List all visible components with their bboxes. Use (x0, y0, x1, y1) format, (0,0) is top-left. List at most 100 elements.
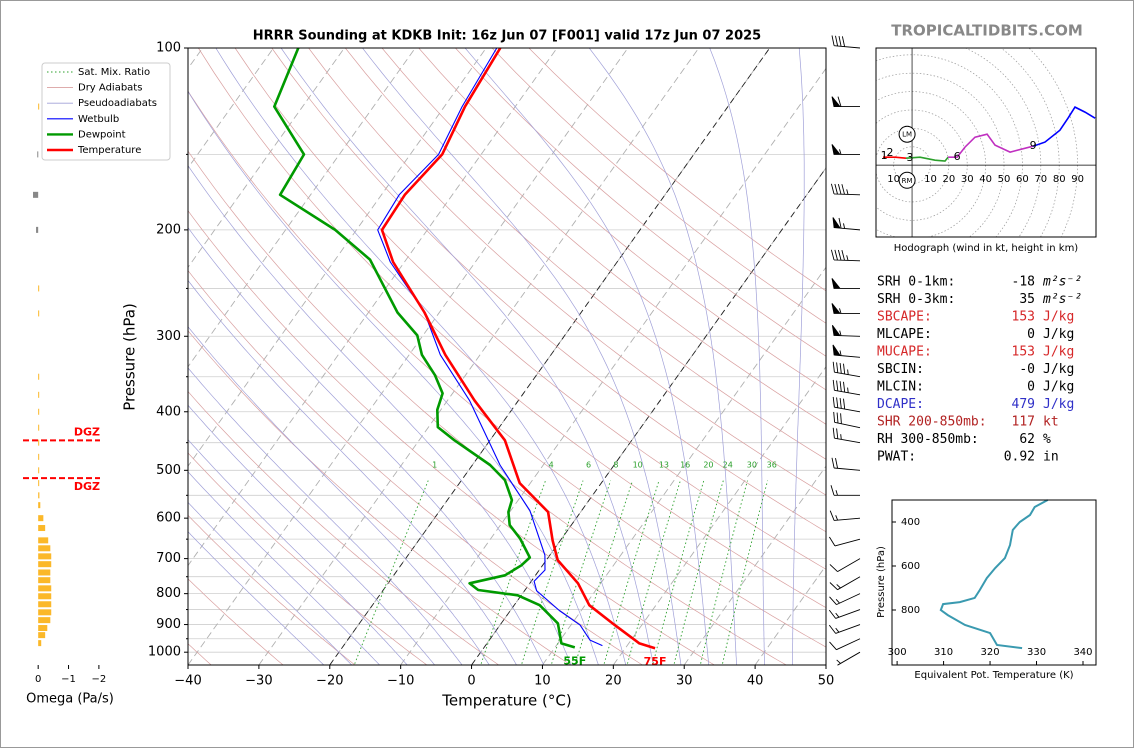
legend-box (41, 62, 171, 161)
y-tick-label: 600 (156, 511, 181, 526)
wind-barb (833, 411, 861, 429)
wind-barb (831, 303, 861, 314)
storm-motion-marker (898, 171, 916, 189)
omega-bar (38, 391, 40, 398)
parameter-unit: J/kg (1043, 380, 1074, 395)
wind-barb (832, 379, 861, 396)
pseudoadiabat (188, 531, 325, 665)
wind-barb (829, 638, 861, 651)
x-tick-label: 10 (534, 674, 551, 689)
highlight-isotherm (329, 48, 771, 665)
omega-bar (38, 515, 44, 522)
omega-bar (38, 373, 40, 380)
hodograph-trace (1032, 106, 1096, 147)
pseudoadiabat (792, 48, 805, 665)
parameter-value: -18 (1012, 275, 1035, 290)
mixing-ratio-label: 10 (633, 461, 643, 470)
mixing-ratio-line (721, 480, 769, 665)
omega-bar (37, 151, 39, 158)
mixing-ratio-line (626, 480, 681, 665)
parameter-value: 117 (1012, 415, 1035, 430)
wind-barb (828, 624, 861, 634)
dry-adiabat (188, 269, 644, 665)
hodograph-trace (883, 156, 907, 159)
isotherm (542, 266, 826, 665)
watermark: TROPICALTIDBITS.COM (891, 22, 1083, 40)
y-tick-label: 400 (156, 404, 181, 419)
profile-line (380, 48, 656, 650)
y-tick-label: 100 (156, 41, 181, 56)
x-tick-label: 30 (676, 674, 693, 689)
dry-adiabat (188, 514, 356, 665)
dry-adiabat (455, 48, 826, 357)
omega-bar (38, 585, 52, 592)
omega-bar (38, 103, 40, 110)
x-tick-label: 50 (818, 674, 835, 689)
isotherm (188, 48, 345, 269)
parameter-label: SRH 0-1km: (877, 275, 955, 290)
storm-motion-label: LM (902, 131, 912, 139)
parameter-unit: J/kg (1043, 362, 1074, 377)
wind-barb (831, 35, 861, 49)
mixing-ratio-label: 1 (432, 461, 437, 470)
omega-bar (38, 569, 51, 576)
parameter-unit: J/kg (1043, 397, 1074, 412)
mixing-ratio-line (652, 480, 705, 665)
parameter-label: SHR 200-850mb: (877, 415, 987, 430)
thetae-x-label: Equivalent Pot. Temperature (K) (914, 670, 1073, 681)
legend-label: Temperature (77, 145, 141, 156)
parameter-unit: in (1043, 450, 1059, 465)
thetae-x-tick-label: 320 (981, 647, 1000, 658)
x-tick-label: 40 (747, 674, 764, 689)
omega-bar (38, 601, 52, 608)
pseudoadiabat (188, 165, 572, 665)
parameter-unit: % (1043, 432, 1051, 447)
omega-x-tick-label: −2 (92, 674, 107, 685)
y-tick-label: 500 (156, 463, 181, 478)
dry-adiabat (308, 48, 826, 496)
parameter-label: MUCAPE: (877, 345, 932, 360)
legend-label: Pseudoadiabats (78, 98, 157, 109)
wind-barb (829, 536, 861, 547)
dry-adiabat (188, 578, 284, 665)
mixing-ratio-line (480, 480, 546, 665)
parameter-value: 479 (1012, 397, 1035, 412)
x-tick-label: −20 (316, 674, 343, 689)
thetae-frame (891, 499, 1097, 666)
profile-line (377, 48, 603, 647)
hodograph-trace (948, 133, 1034, 158)
pseudoadiabat (709, 48, 765, 665)
parameter-unit: J/kg (1043, 345, 1074, 360)
skewt-plot: 1 4 6 8 10 13 16 20 24 30 36 (188, 48, 826, 665)
dry-adiabat (418, 48, 826, 391)
wind-barb (829, 510, 861, 521)
pseudoadiabat (188, 226, 545, 665)
thetae-y-label: Pressure (hPa) (876, 546, 887, 618)
omega-bar (38, 593, 52, 600)
omega-bar (38, 492, 40, 499)
wind-barb (829, 593, 861, 606)
hodograph-caption: Hodograph (wind in kt, height in km) (894, 243, 1079, 254)
wind-barb (832, 396, 861, 413)
omega-bar (38, 453, 40, 460)
mixing-ratio-label: 24 (723, 461, 733, 470)
y-tick-label: 200 (156, 222, 181, 237)
omega-bar (38, 480, 40, 487)
pseudoadiabat (464, 48, 710, 665)
height-label: 3 (907, 151, 914, 164)
surface-label: 75F (644, 655, 667, 668)
pseudoadiabat (188, 439, 408, 665)
pseudoadiabat (588, 48, 737, 665)
pseudoadiabat (188, 471, 381, 665)
y-axis-label: Pressure (hPa) (121, 303, 139, 411)
hodograph-tick-label: 60 (1016, 174, 1029, 185)
thetae-y-tick-label: 800 (901, 605, 920, 616)
parameter-unit: J/kg (1043, 310, 1074, 325)
wind-barb (832, 361, 861, 378)
x-axis-label: Temperature (°C) (441, 692, 571, 710)
thetae-x-tick-label: 300 (888, 647, 907, 658)
parameter-label: SRH 0-3km: (877, 292, 955, 307)
legend-label: Dry Adiabats (78, 83, 142, 94)
dry-adiabat (188, 390, 500, 665)
hodograph-tick-label: 30 (961, 174, 974, 185)
